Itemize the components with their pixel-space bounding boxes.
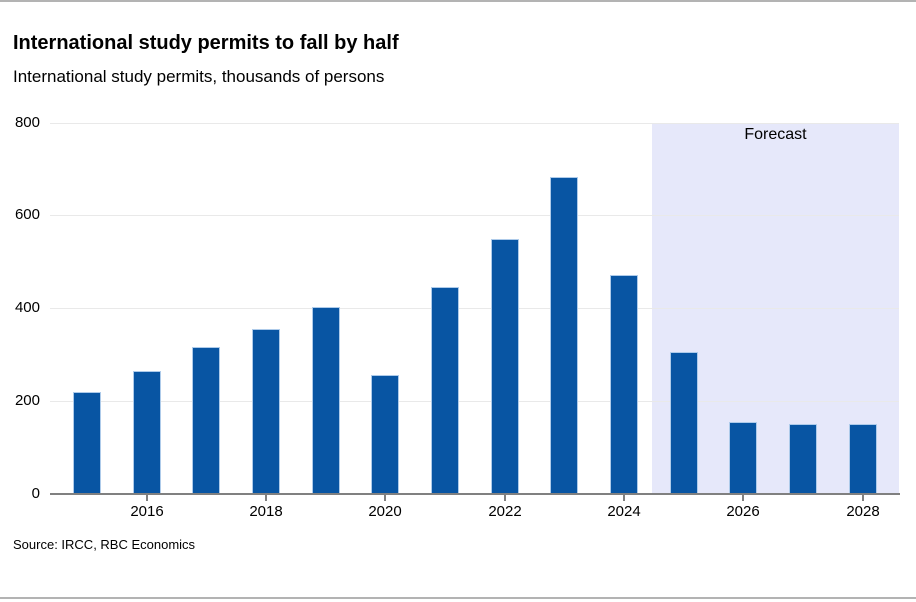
x-tick-label-2026: 2026 <box>726 503 760 520</box>
x-tick-label-2024: 2024 <box>607 503 641 520</box>
forecast-label: Forecast <box>744 126 807 143</box>
x-tick-2022 <box>504 495 506 501</box>
y-tick-label-200: 200 <box>14 392 40 409</box>
gridline-800 <box>50 123 899 124</box>
bar-2028 <box>849 424 877 494</box>
y-tick-label-400: 400 <box>14 299 40 316</box>
x-tick-2024 <box>623 495 625 501</box>
x-tick-label-2022: 2022 <box>488 503 522 520</box>
x-tick-label-2020: 2020 <box>368 503 402 520</box>
bar-2016 <box>133 370 161 494</box>
bar-2027 <box>789 424 817 494</box>
bar-2015 <box>73 391 101 494</box>
y-tick-label-600: 600 <box>14 206 40 223</box>
bar-2026 <box>729 421 757 494</box>
x-tick-2020 <box>384 495 386 501</box>
y-tick-label-0: 0 <box>31 485 40 502</box>
chart-subtitle: International study permits, thousands o… <box>13 67 385 86</box>
bar-2018 <box>252 329 280 494</box>
bottom-border-line <box>0 597 916 599</box>
bar-2025 <box>670 351 698 494</box>
bar-2023 <box>550 176 578 494</box>
x-tick-2026 <box>742 495 744 501</box>
x-axis-line <box>50 493 900 495</box>
top-border-line <box>0 0 916 2</box>
gridline-600 <box>50 215 899 216</box>
bar-2024 <box>610 274 638 494</box>
source-note: Source: IRCC, RBC Economics <box>13 537 196 552</box>
x-tick-2016 <box>146 495 148 501</box>
x-tick-2018 <box>265 495 267 501</box>
bar-2021 <box>431 286 459 494</box>
x-tick-label-2016: 2016 <box>130 503 164 520</box>
bar-2017 <box>192 346 220 494</box>
x-tick-label-2018: 2018 <box>249 503 283 520</box>
gridline-400 <box>50 308 899 309</box>
y-tick-label-800: 800 <box>14 114 40 131</box>
x-tick-2028 <box>862 495 864 501</box>
bar-2019 <box>312 306 340 494</box>
chart-title: International study permits to fall by h… <box>13 32 399 54</box>
bar-2022 <box>491 239 519 494</box>
gridline-200 <box>50 401 899 402</box>
x-tick-label-2028: 2028 <box>846 503 880 520</box>
bar-2020 <box>371 375 399 494</box>
